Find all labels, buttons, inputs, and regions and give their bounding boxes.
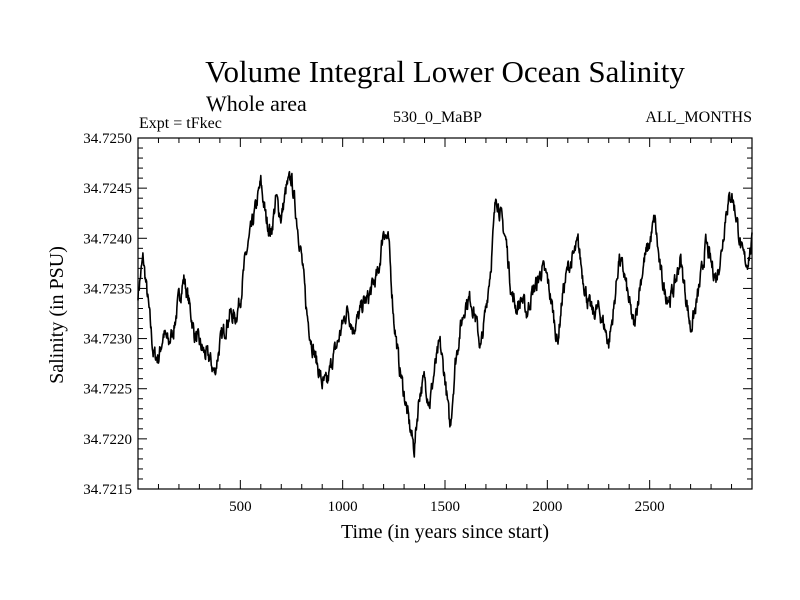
y-axis-label: Salinity (in PSU) xyxy=(46,246,68,384)
salinity-series-line xyxy=(137,170,753,458)
y-tick-label: 34.7245 xyxy=(83,181,132,197)
y-tick-label: 34.7220 xyxy=(83,432,132,448)
axis-ticks xyxy=(138,138,752,489)
y-tick-label: 34.7240 xyxy=(83,231,132,247)
x-tick-label: 2000 xyxy=(532,499,562,515)
y-tick-label: 34.7225 xyxy=(83,382,132,398)
y-tick-label: 34.7230 xyxy=(83,332,132,348)
axis-tick-labels: 500 1000 1500 2000 2500 34.7215 34.7220 34.7225… xyxy=(83,131,664,515)
series-layer xyxy=(137,170,753,458)
x-tick-label: 1000 xyxy=(328,499,358,515)
y-tick-label: 34.7215 xyxy=(83,482,132,498)
chart-title: Volume Integral Lower Ocean Salinity xyxy=(205,54,685,89)
y-tick-label: 34.7235 xyxy=(83,281,132,297)
plot-frame xyxy=(137,137,753,490)
y-tick-label: 34.7250 xyxy=(83,131,132,147)
experiment-label: Expt = tFkec xyxy=(139,115,222,132)
x-tick-label: 1500 xyxy=(430,499,460,515)
x-tick-label: 500 xyxy=(229,499,252,515)
x-axis-label: Time (in years since start) xyxy=(341,521,549,543)
run-label: 530_0_MaBP xyxy=(393,109,482,126)
chart-subtitle: Whole area xyxy=(206,91,307,116)
x-tick-label: 2500 xyxy=(635,499,665,515)
months-label: ALL_MONTHS xyxy=(645,109,752,126)
